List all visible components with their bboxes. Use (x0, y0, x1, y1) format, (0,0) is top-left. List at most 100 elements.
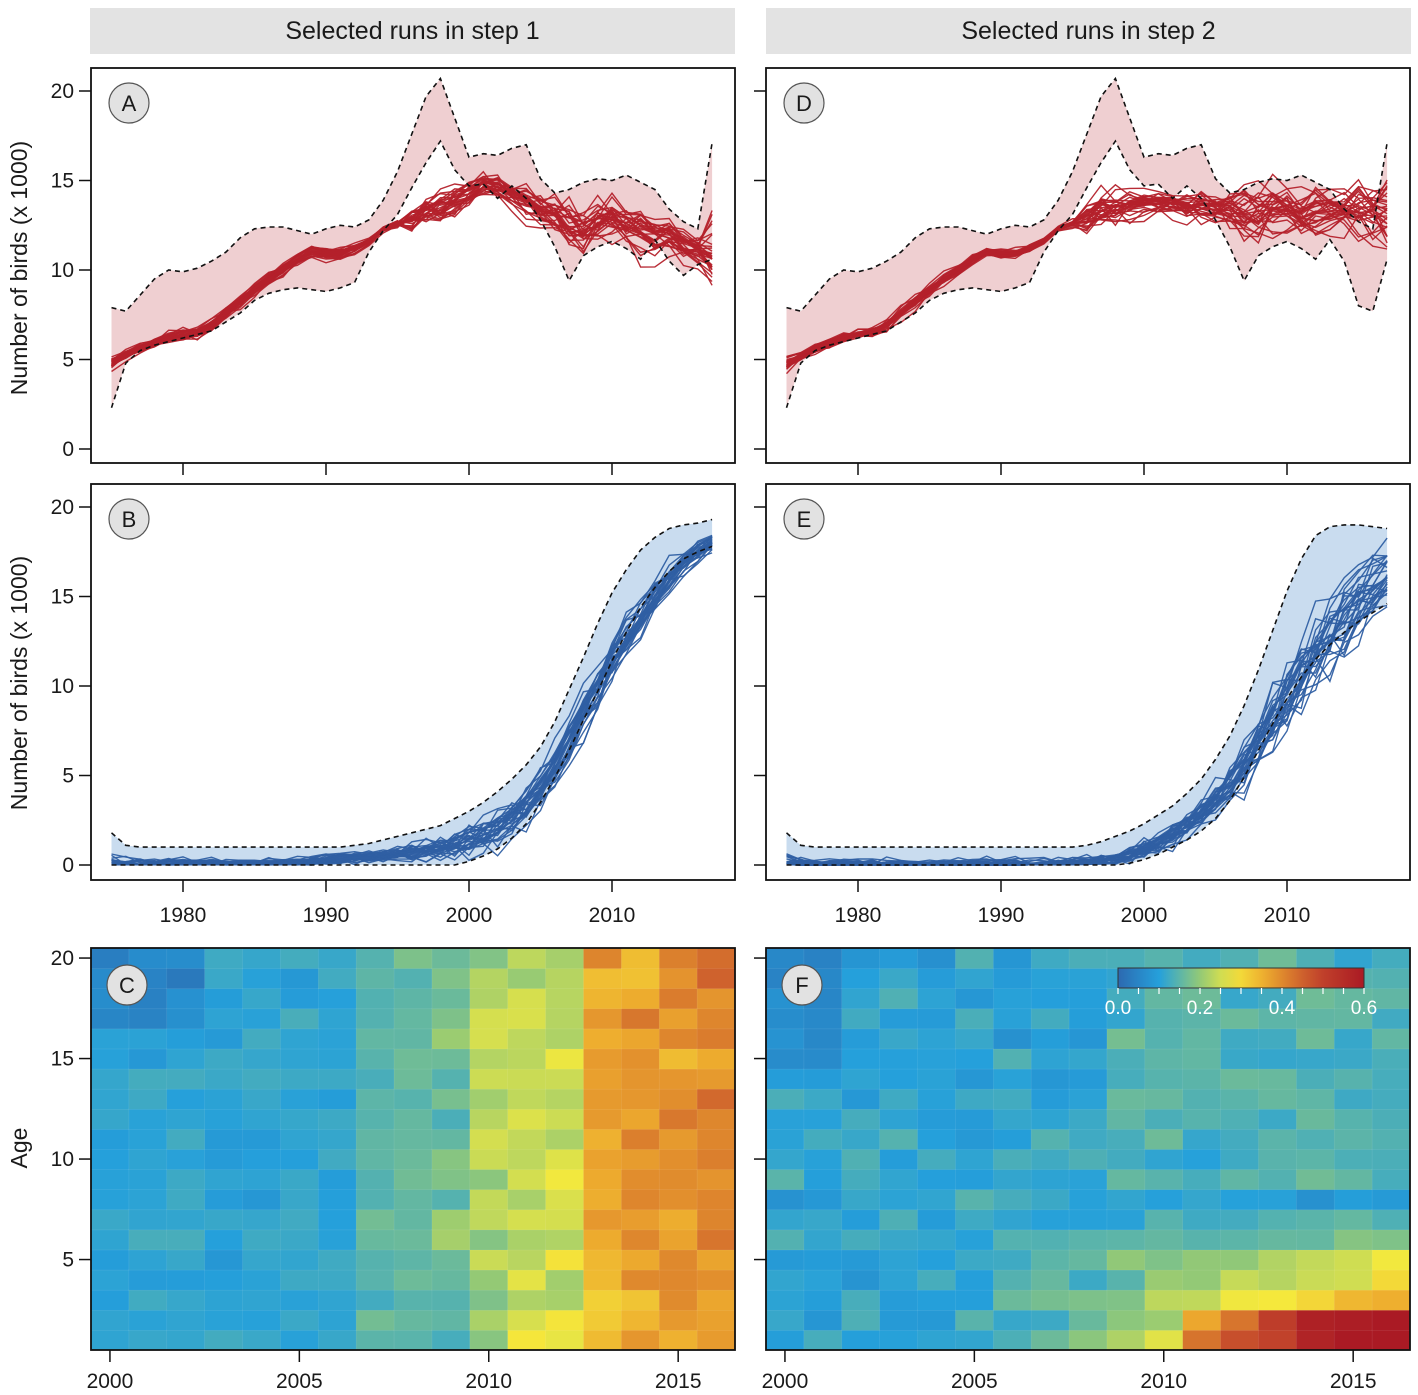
heatmap-cell (545, 967, 585, 989)
heatmap-cell (355, 1068, 395, 1090)
run-line (786, 188, 1388, 364)
heatmap-cell (90, 1229, 130, 1251)
heatmap-cell (992, 1048, 1032, 1070)
heatmap-cell (166, 1249, 206, 1271)
heatmap-cell (765, 1229, 805, 1251)
band-upper-line (110, 518, 713, 848)
heatmap-cell (1144, 1188, 1184, 1211)
heatmap-cell (507, 947, 547, 969)
panel-F: 2000 2005 2010 2015 F 0.0 0.2 0.4 0.6 (754, 947, 1411, 1393)
heatmap-cell (1371, 1249, 1411, 1271)
run-line (111, 182, 713, 360)
heatmap-cell (658, 1249, 698, 1271)
heatmap-cell (1333, 1289, 1373, 1311)
heatmap-cell (242, 1108, 282, 1130)
heatmap-cell (917, 1028, 957, 1050)
heatmap-cell (1106, 1108, 1146, 1130)
heatmap-cell (841, 1188, 881, 1211)
heatmap-cell (1258, 1188, 1298, 1211)
heatmap-cell (545, 1048, 585, 1070)
heatmap-cell (879, 1209, 919, 1231)
heatmap-cell (917, 1148, 957, 1170)
y-axis-label-middle: Number of birds (x 1000) (6, 556, 32, 810)
y-axis-label-top: Number of birds (x 1000) (6, 141, 32, 395)
heatmap-cell (393, 1289, 433, 1311)
heatmap-cell (317, 1088, 357, 1110)
heatmap-cell (545, 987, 585, 1010)
heatmap-cell (280, 1289, 320, 1311)
heatmap-cell (242, 1269, 282, 1291)
heatmap-cell (765, 1148, 805, 1170)
heatmap-cell (1371, 1048, 1411, 1070)
heatmap-cell (621, 1088, 661, 1110)
heatmap-cell (1371, 1269, 1411, 1291)
heatmap-cell (242, 1289, 282, 1311)
x-tick-label: 2015 (1330, 1370, 1377, 1393)
heatmap-cell (583, 1128, 623, 1150)
heatmap-cell (658, 1188, 698, 1211)
heatmap-cell (803, 1048, 843, 1070)
heatmap-cell (765, 1168, 805, 1190)
heatmap-cell (242, 967, 282, 989)
heatmap-cell (1030, 1128, 1070, 1150)
heatmap-cell (1068, 1309, 1108, 1331)
heatmap-cell (90, 1188, 130, 1211)
x-tick-label: 2010 (1264, 904, 1311, 927)
heatmap-cell (1333, 1068, 1373, 1090)
heatmap-cell (128, 1249, 168, 1271)
heatmap-cell (507, 1229, 547, 1251)
heatmap-cell (128, 1329, 168, 1351)
heatmap-cell (242, 947, 282, 969)
colorbar-tick-label: 0.4 (1269, 998, 1296, 1019)
heatmap-cell (280, 947, 320, 969)
panel-badge (783, 498, 825, 540)
heatmap-cell (545, 1249, 585, 1271)
strip-left: Selected runs in step 1 (90, 8, 735, 54)
heatmap-cell (545, 1007, 585, 1030)
heatmap-cell (1371, 967, 1411, 989)
heatmap-cell (621, 987, 661, 1010)
panel-frame (765, 483, 1411, 881)
run-line (111, 535, 713, 866)
heatmap-cell (992, 947, 1032, 969)
y-tick-label: 20 (51, 947, 74, 970)
heatmap-cell (917, 1229, 957, 1251)
heatmap-cell (1144, 1269, 1184, 1291)
heatmap-cell (1030, 1229, 1070, 1251)
heatmap-cell (128, 1309, 168, 1331)
heatmap-cell (841, 1309, 881, 1331)
heatmap-cell (917, 1007, 957, 1030)
heatmap-cell (204, 1108, 244, 1130)
heatmap-cell (393, 987, 433, 1010)
heatmap-cell (841, 1068, 881, 1090)
heatmap-cell (1371, 947, 1411, 969)
panel-B: 0 5 10 15 20 1980 1990 2000 2010 B (51, 483, 736, 927)
heatmap-cell (545, 1068, 585, 1090)
heatmap-cell (696, 1088, 736, 1110)
heatmap-cell (280, 1148, 320, 1170)
heatmap-cell (1182, 1068, 1222, 1090)
y-tick-label: 15 (51, 170, 74, 193)
heatmap-cell (1068, 1088, 1108, 1110)
heatmap-cell (1220, 1289, 1260, 1311)
heatmap-cell (242, 1028, 282, 1050)
heatmap-cell (1220, 1168, 1260, 1190)
heatmap-cell (355, 1168, 395, 1190)
x-tick-label: 2005 (276, 1370, 323, 1393)
heatmap-cell (128, 1289, 168, 1311)
heatmap-cell (1333, 1269, 1373, 1291)
heatmap-cell (841, 987, 881, 1010)
heatmap-cell (166, 1048, 206, 1070)
heatmap-cell (166, 1229, 206, 1251)
heatmap-cell (879, 1249, 919, 1271)
heatmap-cell (545, 1168, 585, 1190)
heatmap-cell (1371, 1168, 1411, 1190)
heatmap-cell (317, 967, 357, 989)
run-line (111, 180, 713, 363)
heatmap-cell (90, 1088, 130, 1110)
heatmap-cell (1144, 1209, 1184, 1231)
heatmap-cell (280, 1168, 320, 1190)
heatmap-cell (992, 1108, 1032, 1130)
heatmap-cell (955, 1289, 995, 1311)
heatmap-cell (583, 947, 623, 969)
